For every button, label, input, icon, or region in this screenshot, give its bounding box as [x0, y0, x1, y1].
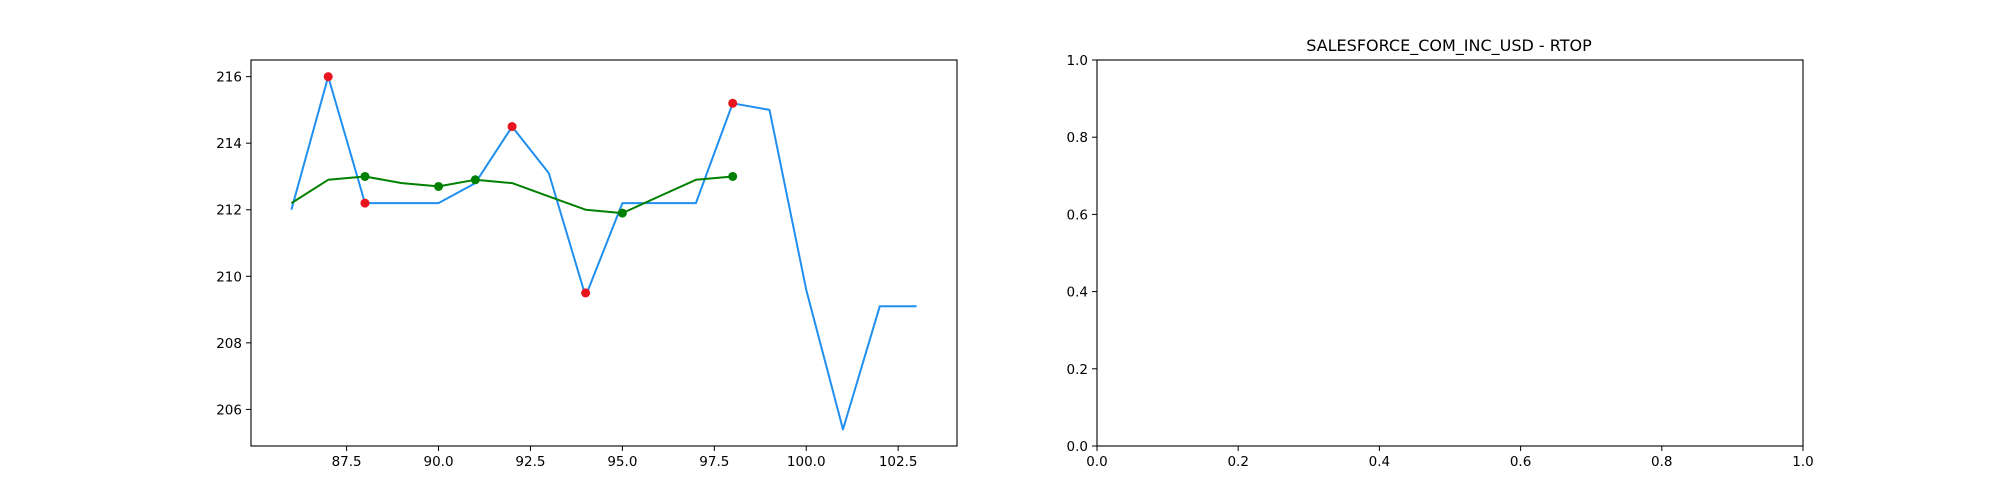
left-series-2-point	[323, 72, 333, 82]
left-x-ticks: 87.5 90.0 92.5 95.0 97.5 100.0 102.5	[332, 446, 918, 470]
right-chart-title: SALESFORCE_COM_INC_USD - RTOP	[1306, 36, 1592, 56]
left-x-tick-label: 95.0	[607, 454, 637, 470]
left-series-3-point	[470, 175, 480, 185]
left-x-tick-label: 97.5	[699, 454, 729, 470]
left-x-tick-label: 100.0	[787, 454, 826, 470]
left-series-2-point	[581, 288, 591, 298]
right-chart: SALESFORCE_COM_INC_USD - RTOP 0.0 0.2 0.4 0…	[1067, 36, 1814, 470]
right-x-tick-label: 0.6	[1510, 454, 1531, 470]
right-y-ticks: 0.0 0.2 0.4 0.6 0.8 1.0	[1067, 53, 1097, 455]
left-series-2-point	[360, 198, 370, 208]
left-y-ticks: 206 208 210 212 214 216	[216, 70, 251, 418]
left-x-tick-label: 92.5	[515, 454, 545, 470]
left-series-3-point	[617, 208, 627, 218]
left-series-0-line	[290, 75, 917, 431]
right-x-tick-label: 0.0	[1086, 454, 1107, 470]
right-axes-frame	[1096, 59, 1804, 447]
right-y-tick-label: 1.0	[1067, 53, 1088, 69]
left-y-tick-label: 214	[216, 136, 242, 152]
left-chart: 87.5 90.0 92.5 95.0 97.5 100.0 102.5 206 208 210…	[216, 59, 958, 470]
left-series-3-point	[434, 181, 444, 191]
left-axes-frame	[250, 59, 958, 447]
left-series-3-point	[360, 171, 370, 181]
left-x-tick-label: 102.5	[879, 454, 918, 470]
left-x-tick-label: 90.0	[424, 454, 454, 470]
left-series-2-point	[728, 98, 738, 108]
right-x-tick-label: 1.0	[1792, 454, 1813, 470]
right-y-tick-label: 0.4	[1067, 285, 1088, 301]
right-x-ticks: 0.0 0.2 0.4 0.6 0.8 1.0	[1086, 446, 1814, 470]
left-x-tick-label: 87.5	[332, 454, 362, 470]
left-y-tick-label: 206	[216, 402, 242, 418]
right-y-tick-label: 0.8	[1067, 130, 1088, 146]
right-y-tick-label: 0.6	[1067, 207, 1088, 223]
left-y-tick-label: 216	[216, 70, 242, 86]
right-y-tick-label: 0.0	[1067, 439, 1088, 455]
right-y-tick-label: 0.2	[1067, 362, 1088, 378]
right-x-tick-label: 0.4	[1369, 454, 1390, 470]
left-series-3-point	[728, 171, 738, 181]
left-series-layer	[290, 72, 917, 431]
right-x-tick-label: 0.2	[1227, 454, 1248, 470]
left-y-tick-label: 210	[216, 269, 242, 285]
left-series-2-point	[507, 122, 517, 132]
left-y-tick-label: 208	[216, 336, 242, 352]
left-y-tick-label: 212	[216, 203, 242, 219]
right-x-tick-label: 0.8	[1651, 454, 1672, 470]
